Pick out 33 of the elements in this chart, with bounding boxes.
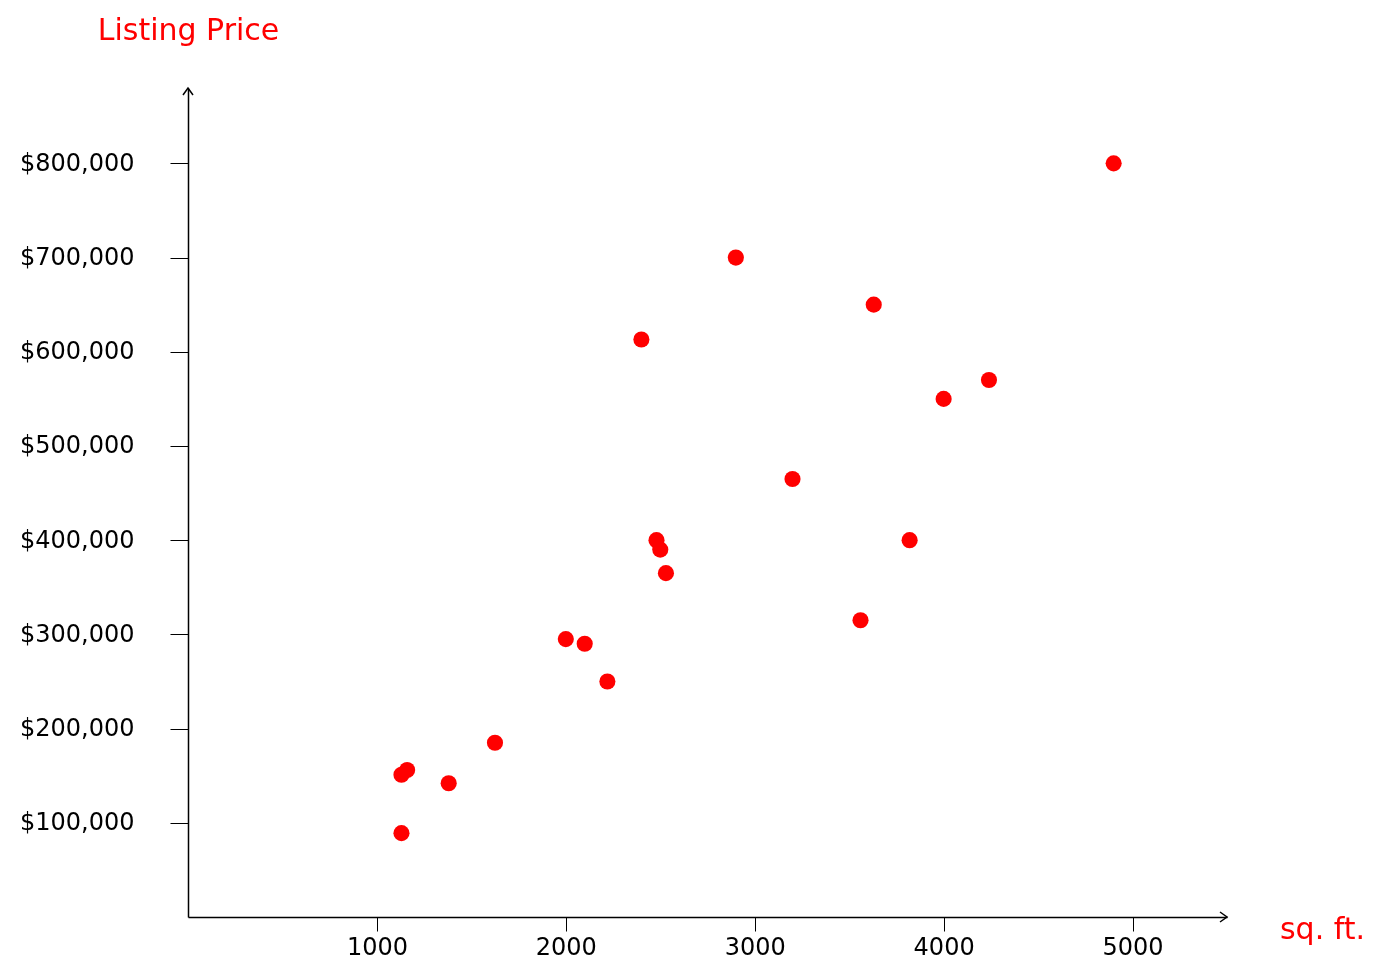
point [980, 371, 998, 389]
point [727, 249, 744, 266]
y-tick-label: $400,000 [19, 525, 135, 554]
y-tick-label: $200,000 [19, 714, 135, 743]
point [865, 296, 882, 313]
point [652, 541, 669, 558]
x-tick-label: 2000 [535, 932, 597, 961]
y-tick-label: $100,000 [19, 808, 135, 837]
x-axis-title: sq. ft. [1279, 910, 1366, 946]
point [557, 631, 574, 648]
point [393, 766, 410, 783]
x-tick-label: 3000 [724, 932, 786, 961]
y-tick-label: $700,000 [19, 243, 135, 272]
point [901, 532, 918, 549]
point [1105, 155, 1122, 172]
y-axis-title: Listing Price [97, 11, 280, 47]
point [935, 390, 952, 407]
y-tick-label: $300,000 [19, 619, 135, 648]
point [440, 775, 457, 792]
point [599, 673, 616, 690]
x-tick-label: 4000 [913, 932, 975, 961]
y-tick-label: $600,000 [19, 337, 135, 366]
y-tick-label: $800,000 [19, 148, 135, 177]
point [784, 470, 801, 487]
x-tick-label: 5000 [1102, 932, 1164, 961]
point [633, 331, 650, 348]
point [486, 734, 504, 751]
y-tick-label: $500,000 [19, 431, 135, 460]
x-tick-label: 1000 [346, 932, 408, 961]
point [657, 565, 674, 582]
point [393, 825, 410, 842]
point [852, 612, 869, 629]
point [576, 635, 593, 652]
